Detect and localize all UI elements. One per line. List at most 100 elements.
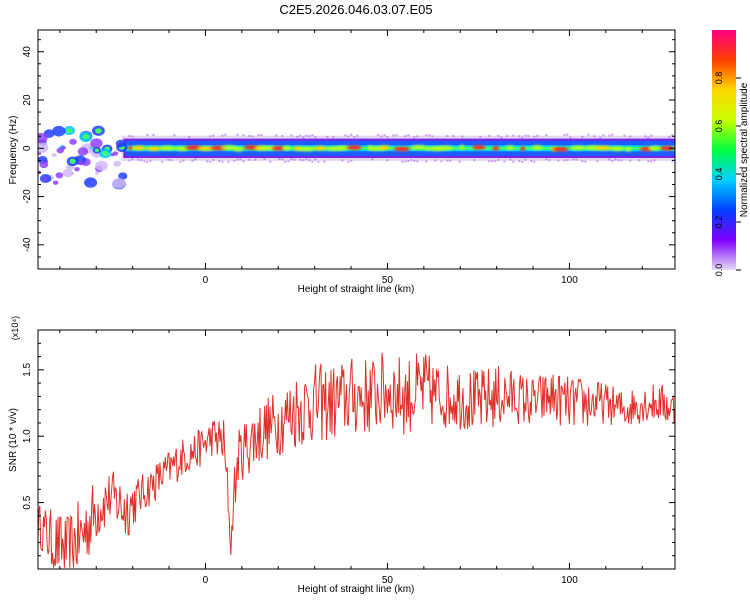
band-fleck bbox=[209, 160, 212, 163]
band-fleck bbox=[587, 133, 590, 136]
scatter-blob bbox=[43, 177, 48, 181]
band-fleck bbox=[545, 134, 548, 137]
band-hotspot bbox=[197, 146, 215, 151]
scatter-blob bbox=[95, 171, 100, 175]
band-hotspot bbox=[146, 146, 162, 151]
band-fleck bbox=[416, 135, 419, 138]
band-fleck bbox=[602, 134, 605, 137]
scatter-blob bbox=[112, 178, 126, 189]
band-fleck bbox=[254, 158, 257, 161]
scatter-blob bbox=[77, 147, 89, 156]
colorbar-tick-label: 0.4 bbox=[714, 168, 724, 181]
band-fleck bbox=[527, 134, 530, 137]
band-fleck bbox=[269, 160, 272, 163]
spectrogram-ticks: 0 50 100 40 20 0 -20 -40 bbox=[22, 30, 675, 286]
band-hotspot bbox=[411, 145, 427, 150]
band-fleck bbox=[302, 136, 305, 139]
band-fleck bbox=[350, 133, 353, 136]
scatter-blob bbox=[115, 139, 126, 148]
band-fleck bbox=[194, 158, 197, 161]
band-fleck bbox=[413, 136, 416, 139]
band-fleck bbox=[572, 158, 575, 161]
band-fleck bbox=[638, 159, 641, 162]
band-hotspot bbox=[659, 146, 675, 151]
band-fleck bbox=[491, 160, 494, 163]
scatter-blob bbox=[62, 168, 73, 178]
scatter-blob-core bbox=[82, 134, 90, 140]
band-fleck bbox=[611, 160, 614, 163]
band-fleck bbox=[341, 159, 344, 162]
colorbar-tick-label: 0.6 bbox=[714, 120, 724, 133]
band-fleck bbox=[170, 159, 173, 162]
y-tick-label: 0.5 bbox=[22, 495, 33, 509]
band-hotspot bbox=[128, 145, 133, 151]
band-fleck bbox=[137, 158, 140, 161]
y-tick-label: -20 bbox=[22, 189, 33, 204]
band-hotspot bbox=[492, 146, 500, 151]
band-fleck bbox=[434, 159, 437, 162]
band-fleck bbox=[512, 160, 515, 163]
band-hotspot bbox=[298, 146, 315, 152]
band-hotspot bbox=[159, 145, 176, 151]
band-fleck bbox=[314, 136, 317, 139]
colorbar-label: Normalized spectral amplitude bbox=[739, 82, 750, 217]
band-fleck bbox=[512, 134, 515, 137]
band-fleck bbox=[581, 160, 584, 163]
band-fleck bbox=[236, 133, 239, 136]
band-fleck bbox=[167, 158, 170, 161]
band-fleck bbox=[221, 160, 224, 163]
snr-xlabel: Height of straight line (km) bbox=[298, 584, 415, 595]
colorbar-gradient bbox=[712, 30, 736, 270]
spectrogram-layer bbox=[38, 125, 675, 190]
band-fleck bbox=[446, 134, 449, 137]
band-fleck bbox=[566, 133, 569, 136]
band-fleck bbox=[557, 159, 560, 162]
band-fleck bbox=[488, 160, 491, 163]
band-fleck bbox=[629, 135, 632, 138]
band-fleck bbox=[593, 135, 596, 138]
band-fleck bbox=[407, 160, 410, 163]
figure-title: C2E5.2026.046.03.07.E05 bbox=[279, 2, 432, 17]
band-hotspot bbox=[570, 145, 586, 150]
band-hotspot bbox=[233, 146, 244, 152]
band-hotspot bbox=[337, 145, 350, 151]
band-fleck bbox=[395, 134, 398, 137]
band-fleck bbox=[326, 135, 329, 138]
band-fleck bbox=[290, 134, 293, 137]
band-fleck bbox=[311, 134, 314, 137]
y-tick-label: -40 bbox=[22, 237, 33, 252]
band-fleck bbox=[356, 134, 359, 137]
band-fleck bbox=[566, 159, 569, 162]
band-fleck bbox=[458, 160, 461, 163]
x-tick-label: 0 bbox=[203, 275, 209, 286]
band-fleck bbox=[431, 135, 434, 138]
scatter-blob-core bbox=[102, 150, 109, 156]
band-fleck bbox=[251, 135, 254, 138]
scatter-blob-core bbox=[66, 128, 73, 133]
band-fleck bbox=[425, 160, 428, 163]
scatter-blob bbox=[95, 160, 108, 171]
band-fleck bbox=[497, 134, 500, 137]
x-tick-label: 50 bbox=[382, 575, 394, 586]
band-hotspot bbox=[379, 145, 390, 150]
band-fleck bbox=[299, 158, 302, 161]
scatter-blob-core bbox=[69, 158, 76, 164]
band-fleck bbox=[173, 134, 176, 137]
band-hotspot bbox=[595, 145, 612, 151]
band-fleck bbox=[131, 135, 134, 138]
band-hotspot bbox=[459, 145, 465, 150]
band-fleck bbox=[650, 160, 653, 163]
band-fleck bbox=[668, 135, 671, 138]
band-hotspot bbox=[313, 146, 327, 151]
band-fleck bbox=[533, 135, 536, 138]
band-fleck bbox=[146, 160, 149, 163]
band-fleck bbox=[332, 136, 335, 139]
band-fleck bbox=[128, 159, 131, 162]
band-fleck bbox=[371, 158, 374, 161]
band-hotspot bbox=[393, 146, 410, 152]
band-fleck bbox=[242, 134, 245, 137]
band-fleck bbox=[257, 134, 260, 137]
band-fleck bbox=[146, 133, 149, 136]
scatter-blob bbox=[56, 147, 65, 154]
